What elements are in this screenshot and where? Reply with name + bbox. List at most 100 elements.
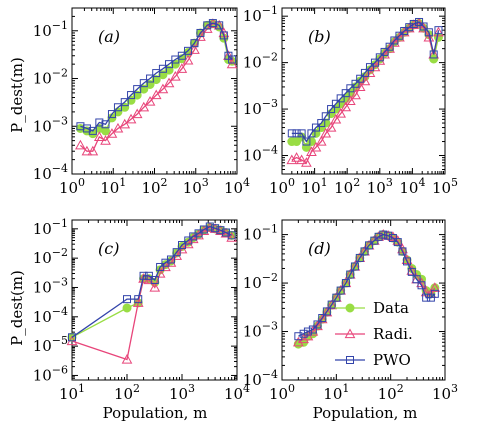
data-point-pwo: [370, 58, 379, 67]
data-point-pwo: [331, 99, 340, 108]
data-point-pwo: [360, 68, 369, 77]
legend-label-data: Data: [373, 299, 409, 317]
x-tick-label: 103: [183, 176, 209, 197]
y-tick-label: 10−5: [33, 334, 68, 355]
data-point-pwo: [216, 226, 225, 235]
data-point-pwo: [430, 289, 439, 298]
data-point-pwo: [120, 98, 129, 107]
x-tick-label: 103: [169, 382, 195, 403]
data-point-radi: [302, 330, 314, 341]
data-point-data: [101, 126, 111, 136]
data-point-radi: [176, 63, 188, 73]
panel-1: 100 101 102 103 104 105 10−4 10−3 10−2 10−1 (b): [243, 4, 458, 197]
series-radi: [286, 17, 444, 167]
x-tick-label: 103: [432, 382, 458, 403]
data-point-pwo: [113, 103, 122, 112]
data-point-pwo: [365, 241, 374, 250]
panel-3: 100 101 102 103 10−4 10−3 10−2 10−1 (d): [243, 219, 458, 403]
data-point-pwo: [139, 271, 148, 280]
data-point-radi: [87, 145, 99, 156]
data-point-pwo: [318, 314, 327, 323]
y-tick-label: 10−2: [243, 271, 278, 292]
data-point-pwo: [199, 225, 208, 234]
data-point-pwo: [150, 275, 159, 284]
data-point-pwo: [146, 74, 155, 83]
data-point-radi: [359, 75, 371, 86]
y-tick-label: 10−1: [243, 223, 278, 244]
data-point-radi: [345, 95, 356, 105]
data-point-radi: [354, 81, 366, 92]
data-point-pwo: [302, 137, 311, 146]
y-tick-label: 10−3: [33, 114, 68, 135]
data-point-radi: [93, 131, 105, 141]
series-pwo: [294, 230, 439, 341]
data-point-pwo: [303, 327, 312, 336]
legend-label-pwo: PWO: [373, 351, 411, 369]
data-point-pwo: [407, 267, 416, 276]
data-point-radi: [433, 26, 444, 37]
y-tick-label: 10−2: [33, 246, 68, 267]
data-point-pwo: [172, 248, 181, 257]
data-point-data: [122, 303, 132, 313]
data-point-radi: [301, 157, 312, 167]
panel-label: (d): [308, 239, 331, 258]
data-point-pwo: [313, 320, 322, 329]
x-tick-label: 100: [59, 176, 85, 197]
data-point-pwo: [219, 31, 228, 40]
y-tick-label: 10−3: [243, 97, 278, 118]
data-point-pwo: [422, 293, 431, 302]
data-point-pwo: [374, 232, 383, 241]
plot-frame: [281, 219, 446, 381]
data-point-pwo: [127, 91, 136, 100]
data-point-pwo: [299, 329, 308, 338]
series-line: [291, 22, 440, 164]
data-point-pwo: [336, 286, 345, 295]
x-tick-label: 105: [432, 176, 458, 197]
y-tick-label: 10−3: [33, 275, 68, 296]
data-point-pwo: [134, 295, 143, 304]
data-point-pwo: [215, 21, 224, 30]
data-point-radi: [401, 254, 413, 265]
data-point-radi: [321, 306, 333, 317]
data-point-pwo: [384, 231, 393, 240]
data-point-pwo: [332, 293, 341, 302]
data-point-radi: [316, 313, 328, 324]
data-point-radi: [315, 136, 327, 146]
data-point-radi: [100, 135, 111, 145]
data-point-radi: [325, 122, 337, 132]
series-line: [71, 226, 233, 361]
data-point-pwo: [375, 53, 384, 62]
series-line: [79, 23, 233, 152]
data-point-pwo: [355, 253, 364, 262]
data-point-radi: [150, 89, 162, 100]
plot-frame: [281, 7, 446, 175]
data-point-pwo: [350, 262, 359, 271]
x-tick-label: 102: [141, 176, 167, 197]
data-point-pwo: [327, 105, 336, 114]
data-point-pwo: [88, 126, 97, 135]
data-point-pwo: [415, 17, 424, 26]
data-point-pwo: [123, 295, 131, 304]
data-point-radi: [189, 44, 200, 54]
series-data: [67, 223, 237, 342]
panel-2: 101 102 103 104 10−6 10−5 10−4 10−3 10−2 10−1 (c): [33, 217, 250, 403]
x-tick-label: 102: [378, 382, 404, 403]
data-point-radi: [182, 54, 194, 65]
data-point-pwo: [297, 129, 306, 138]
x-tick-label: 102: [114, 382, 140, 403]
data-point-pwo: [429, 50, 438, 59]
data-point-radi: [81, 145, 93, 156]
y-axis-title-top: P_dest(m): [8, 57, 26, 133]
data-point-pwo: [307, 129, 316, 138]
data-point-pwo: [360, 247, 369, 256]
data-point-radi: [320, 127, 332, 138]
data-point-radi: [364, 67, 376, 78]
data-point-radi: [131, 108, 143, 119]
y-tick-label: 10−6: [33, 363, 68, 384]
data-point-pwo: [327, 300, 336, 309]
data-point-radi: [226, 58, 238, 69]
data-point-radi: [291, 152, 302, 162]
data-point-pwo: [221, 228, 230, 237]
data-point-pwo: [434, 26, 443, 35]
data-point-pwo: [95, 118, 104, 127]
